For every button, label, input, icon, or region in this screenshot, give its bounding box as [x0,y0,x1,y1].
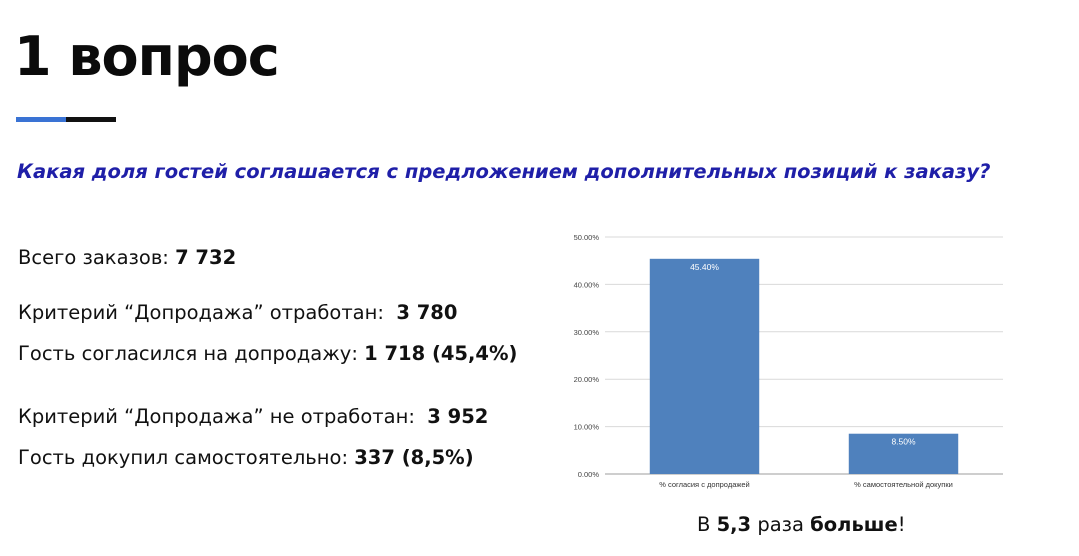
summary-emphasis: больше [810,513,898,536]
stat-guest-self-bought: Гость докупил самостоятельно: 337 (8,5%) [18,446,474,469]
bar-value-label: 45.40% [690,262,719,272]
stat-worked-value: 3 780 [396,301,458,324]
y-tick-label: 50.00% [574,233,600,242]
accent-line-blue [16,117,66,122]
summary-middle: раза [751,513,811,536]
stat-self-label: Гость докупил самостоятельно: [18,446,355,469]
bar [848,433,959,474]
bar-value-label: 8.50% [891,437,916,447]
stat-guest-agreed: Гость согласился на допродажу: 1 718 (45… [18,342,517,365]
slide-title: 1 вопрос [14,25,280,88]
summary-prefix: В [697,513,717,536]
stat-total-label: Всего заказов: [18,246,176,269]
y-tick-label: 30.00% [574,328,600,337]
y-tick-label: 10.00% [574,423,600,432]
bar-chart: 0.00% 10.00% 20.00% 30.00% 40.00% 50.00% 45.40… [574,233,1003,489]
summary-factor: 5,3 [716,513,752,536]
stat-upsell-worked: Критерий “Допродажа” отработан: 3 780 [18,301,457,324]
stat-not-worked-label: Критерий “Допродажа” не отработан: [18,405,428,428]
stat-upsell-not-worked: Критерий “Допродажа” не отработан: 3 952 [18,405,488,428]
stat-agreed-label: Гость согласился на допродажу: [18,342,365,365]
summary-suffix: ! [897,513,906,536]
stat-not-worked-value: 3 952 [427,405,489,428]
y-tick-label: 40.00% [574,280,600,289]
stat-total-value: 7 732 [175,246,237,269]
stat-agreed-value: 1 718 (45,4%) [364,342,518,365]
x-category-label: % самостоятельной докупки [854,480,953,489]
stat-total-orders: Всего заказов: 7 732 [18,246,236,269]
question-heading: Какая доля гостей соглашается с предложе… [17,160,991,183]
stat-worked-label: Критерий “Допродажа” отработан: [18,301,397,324]
y-tick-label: 0.00% [578,470,600,479]
bar [649,258,760,474]
accent-line-black [66,117,116,122]
title-accent-line [16,117,116,122]
stat-self-value: 337 (8,5%) [354,446,474,469]
x-category-label: % согласия с допродажей [659,480,750,489]
summary-text: В 5,3 раза больше! [697,513,906,536]
y-tick-label: 20.00% [574,375,600,384]
